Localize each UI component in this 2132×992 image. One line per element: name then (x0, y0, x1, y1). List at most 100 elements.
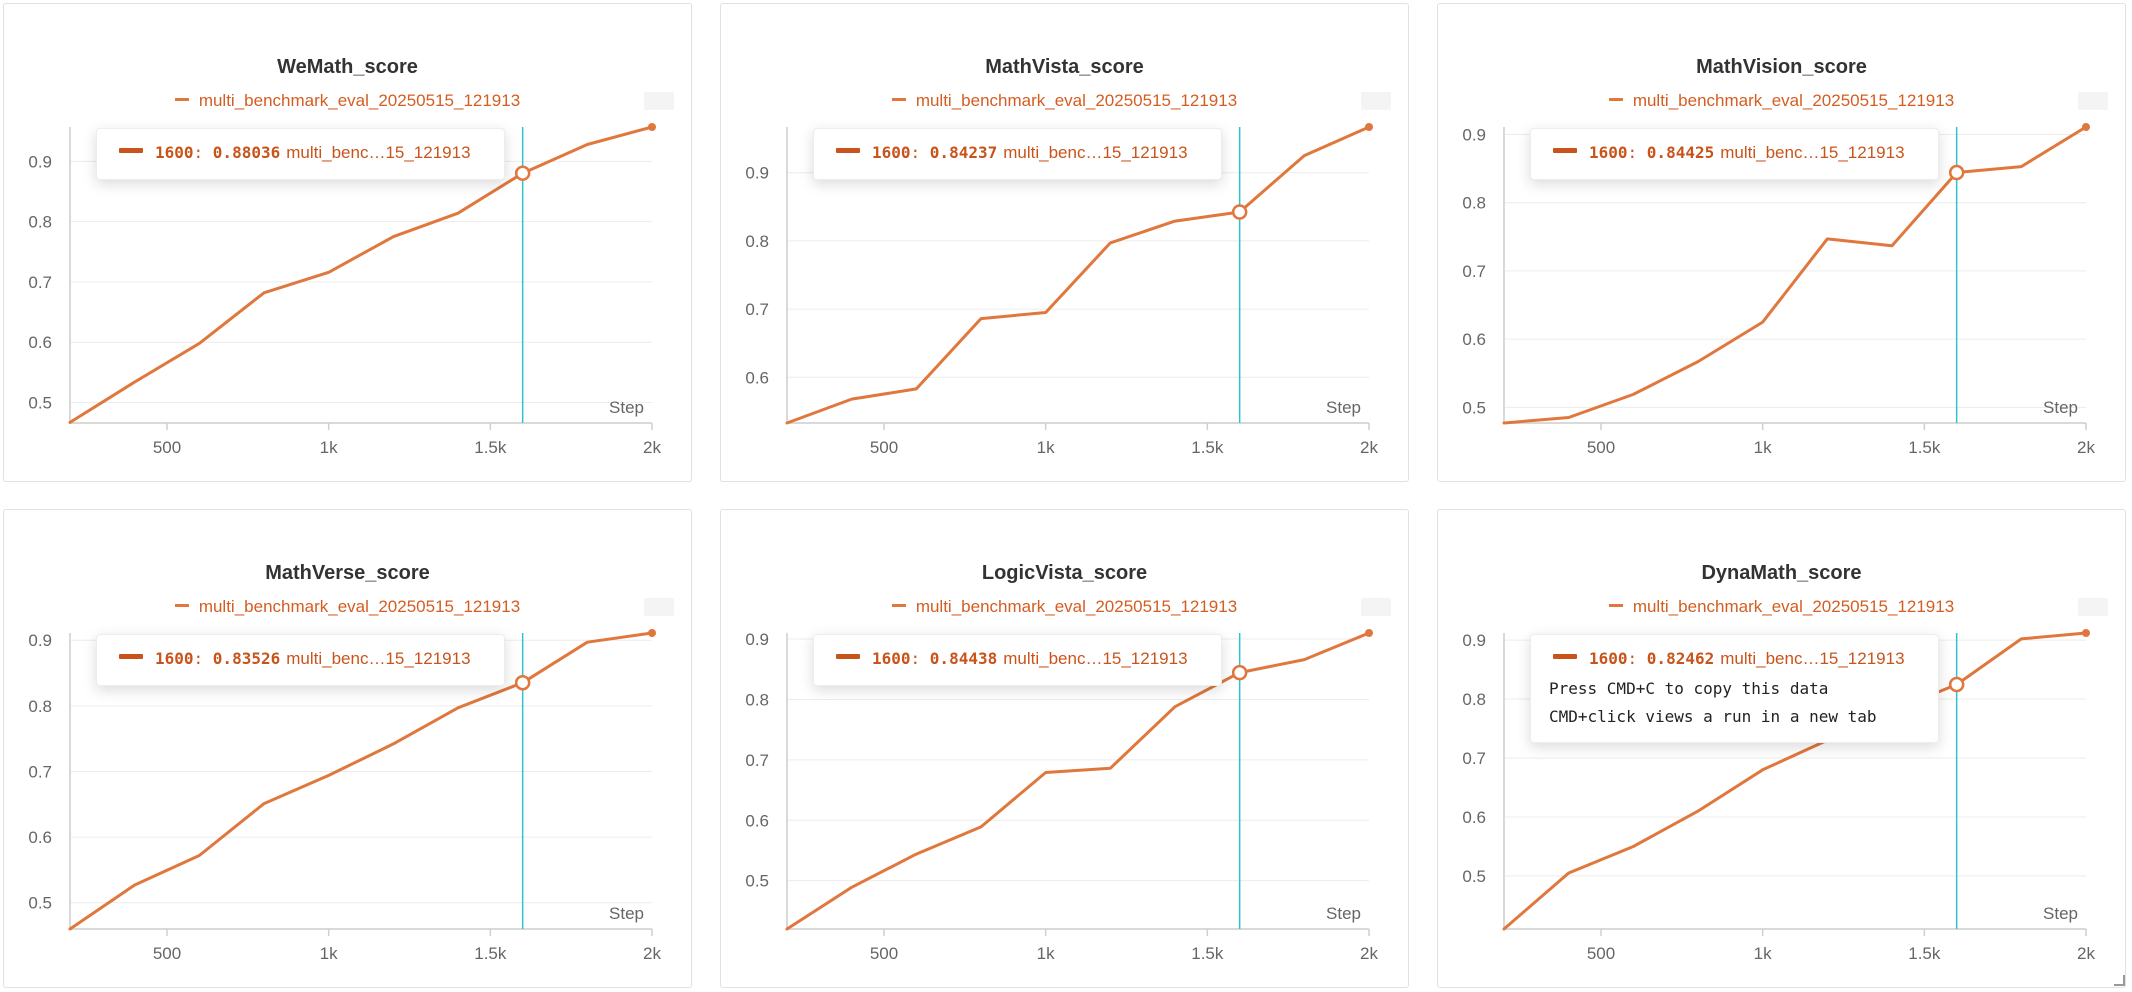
hover-tooltip: 1600: 0.83526 multi_benc…15_121913 (96, 634, 505, 686)
x-axis-label: Step (2043, 398, 2078, 417)
x-axis-label: Step (2043, 904, 2078, 923)
x-tick-label: 1k (1754, 944, 1772, 963)
x-tick-label: 500 (1587, 944, 1615, 963)
hover-point-marker (1948, 676, 1965, 693)
y-tick-label: 0.6 (1462, 808, 1486, 827)
series-end-point (648, 629, 656, 637)
legend-toggle[interactable] (2078, 92, 2108, 110)
x-tick-label: 1k (320, 944, 338, 963)
x-tick-label: 2k (2077, 944, 2095, 963)
y-tick-label: 0.7 (745, 300, 769, 319)
legend-label: multi_benchmark_eval_20250515_121913 (915, 597, 1238, 616)
chart-panel-mathvista[interactable]: 0.6 0.7 0.8 0.9 500 1k 1.5k 2k Step MathVista_sc… (720, 3, 1409, 482)
x-tick-label: 1k (1037, 944, 1055, 963)
legend-swatch (1608, 98, 1623, 102)
resize-handle-icon[interactable] (2114, 975, 2125, 986)
series-end-point (648, 123, 656, 131)
x-tick-label: 2k (643, 438, 661, 457)
tooltip-value: 0.84237 (929, 143, 998, 162)
hover-tooltip: 1600: 0.84237 multi_benc…15_121913 (813, 128, 1222, 180)
chart-legend[interactable]: multi_benchmark_eval_20250515_121913 (721, 597, 1408, 617)
hover-tooltip: 1600: 0.82462 multi_benc…15_121913 Press … (1530, 634, 1939, 743)
y-tick-label: 0.9 (745, 630, 769, 649)
chart-plot[interactable]: 0.5 0.6 0.7 0.8 0.9 500 1k 1.5k 2k Step (721, 510, 1410, 989)
tooltip-copy-hint: Press CMD+C to copy this data (1549, 679, 1829, 698)
x-tick-label: 2k (1360, 438, 1378, 457)
tooltip-step: 1600 (155, 649, 194, 668)
series-end-point (1365, 629, 1373, 637)
y-tick-label: 0.9 (745, 164, 769, 183)
chart-title: MathVision_score (1696, 56, 1867, 78)
x-tick-label: 1.5k (1908, 438, 1941, 457)
tooltip-swatch (836, 654, 860, 660)
chart-plot[interactable]: 0.5 0.6 0.7 0.8 0.9 500 1k 1.5k 2k Step (4, 510, 693, 989)
x-tick-label: 500 (1587, 438, 1615, 457)
x-tick-label: 1.5k (474, 944, 507, 963)
tooltip-run: multi_benc…15_121913 (286, 649, 471, 668)
tooltip-value: 0.83526 (212, 649, 281, 668)
x-tick-label: 500 (870, 944, 898, 963)
chart-panel-mathverse[interactable]: 0.5 0.6 0.7 0.8 0.9 500 1k 1.5k 2k Step MathVerse… (3, 509, 692, 988)
tooltip-run: multi_benc…15_121913 (1003, 143, 1188, 162)
chart-title: DynaMath_score (1701, 562, 1862, 584)
chart-plot[interactable]: 0.6 0.7 0.8 0.9 500 1k 1.5k 2k Step (721, 4, 1410, 483)
y-tick-label: 0.6 (28, 333, 52, 352)
chart-legend[interactable]: multi_benchmark_eval_20250515_121913 (721, 91, 1408, 111)
tooltip-value: 0.84425 (1646, 143, 1715, 162)
chart-legend[interactable]: multi_benchmark_eval_20250515_121913 (1438, 91, 2125, 111)
tooltip-swatch (836, 148, 860, 154)
y-tick-label: 0.7 (1462, 262, 1486, 281)
chart-legend[interactable]: multi_benchmark_eval_20250515_121913 (1438, 597, 2125, 617)
legend-swatch (174, 604, 189, 608)
tooltip-swatch (1553, 148, 1577, 154)
series-line (1502, 631, 2088, 931)
tooltip-step: 1600 (1589, 649, 1628, 668)
chart-legend[interactable]: multi_benchmark_eval_20250515_121913 (4, 597, 691, 617)
y-tick-label: 0.8 (745, 232, 769, 251)
y-tick-label: 0.5 (28, 394, 52, 413)
tooltip-run: multi_benc…15_121913 (1720, 143, 1905, 162)
legend-label: multi_benchmark_eval_20250515_121913 (915, 91, 1238, 110)
chart-legend[interactable]: multi_benchmark_eval_20250515_121913 (4, 91, 691, 111)
x-tick-label: 500 (153, 438, 181, 457)
legend-toggle[interactable] (1361, 92, 1391, 110)
hover-point-marker (514, 165, 531, 181)
chart-panel-mathvision[interactable]: 0.5 0.6 0.7 0.8 0.9 500 1k 1.5k 2k Step MathVisio… (1437, 3, 2126, 482)
chart-panel-wemath[interactable]: 0.5 0.6 0.7 0.8 0.9 500 1k 1.5k 2k Step WeMath_sc… (3, 3, 692, 482)
hover-point-marker (1231, 664, 1248, 681)
legend-label: multi_benchmark_eval_20250515_121913 (198, 91, 521, 110)
y-tick-label: 0.5 (745, 872, 769, 891)
tooltip-swatch (119, 148, 143, 154)
y-tick-label: 0.6 (1462, 330, 1486, 349)
y-tick-label: 0.7 (745, 751, 769, 770)
series-end-point (1365, 123, 1373, 131)
legend-label: multi_benchmark_eval_20250515_121913 (1632, 91, 1955, 110)
series-line (1502, 125, 2088, 425)
series-line (785, 125, 1371, 425)
tooltip-step: 1600 (872, 649, 911, 668)
hover-point-marker (514, 674, 531, 691)
x-axis-label: Step (609, 904, 644, 923)
legend-toggle[interactable] (644, 92, 674, 110)
x-tick-label: 2k (2077, 438, 2095, 457)
legend-toggle[interactable] (1361, 598, 1391, 616)
x-tick-label: 1.5k (474, 438, 507, 457)
chart-panel-logicvista[interactable]: 0.5 0.6 0.7 0.8 0.9 500 1k 1.5k 2k Step LogicVist… (720, 509, 1409, 988)
tooltip-run: multi_benc…15_121913 (1003, 649, 1188, 668)
chart-panel-dynamath[interactable]: 0.5 0.6 0.7 0.8 0.9 500 1k 1.5k 2k Step DynaMath_… (1437, 509, 2126, 988)
legend-swatch (1608, 604, 1623, 608)
hover-tooltip: 1600: 0.84425 multi_benc…15_121913 (1530, 128, 1939, 180)
legend-toggle[interactable] (2078, 598, 2108, 616)
y-tick-label: 0.5 (28, 894, 52, 913)
y-tick-label: 0.8 (28, 697, 52, 716)
y-tick-label: 0.8 (1462, 194, 1486, 213)
y-tick-label: 0.8 (28, 213, 52, 232)
x-tick-label: 2k (1360, 944, 1378, 963)
series-line (785, 631, 1371, 931)
legend-toggle[interactable] (644, 598, 674, 616)
hover-tooltip: 1600: 0.84438 multi_benc…15_121913 (813, 634, 1222, 686)
tooltip-value: 0.84438 (929, 649, 998, 668)
chart-title: MathVerse_score (265, 562, 430, 584)
x-tick-label: 500 (870, 438, 898, 457)
y-tick-label: 0.8 (1462, 690, 1486, 709)
